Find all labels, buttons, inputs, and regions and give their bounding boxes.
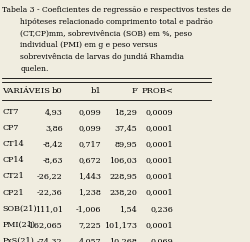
Text: CT7: CT7 — [2, 108, 19, 116]
Text: 0,717: 0,717 — [78, 140, 101, 148]
Text: 0,0001: 0,0001 — [146, 140, 173, 148]
Text: 10,268: 10,268 — [109, 237, 137, 242]
Text: 7,225: 7,225 — [78, 221, 101, 229]
Text: 238,20: 238,20 — [109, 189, 137, 197]
Text: 106,03: 106,03 — [109, 156, 137, 164]
Text: 111,01: 111,01 — [35, 205, 63, 213]
Text: 1,238: 1,238 — [78, 189, 101, 197]
Text: 0,0001: 0,0001 — [146, 156, 173, 164]
Text: 0,672: 0,672 — [78, 156, 101, 164]
Text: 1,54: 1,54 — [120, 205, 137, 213]
Text: 0,099: 0,099 — [78, 108, 101, 116]
Text: hipóteses relacionado comprimento total e padrão: hipóteses relacionado comprimento total … — [20, 18, 213, 26]
Text: individual (PMI) em g e peso versus: individual (PMI) em g e peso versus — [20, 41, 158, 49]
Text: F: F — [131, 87, 137, 95]
Text: PROB<: PROB< — [142, 87, 173, 95]
Text: b0: b0 — [52, 87, 63, 95]
Text: b1: b1 — [90, 87, 101, 95]
Text: CT14: CT14 — [2, 140, 24, 148]
Text: 0,0009: 0,0009 — [146, 108, 173, 116]
Text: 0,236: 0,236 — [150, 205, 173, 213]
Text: VARIÁVEIS: VARIÁVEIS — [2, 87, 50, 95]
Text: 0,0001: 0,0001 — [146, 173, 173, 181]
Text: -162,065: -162,065 — [27, 221, 63, 229]
Text: CP14: CP14 — [2, 156, 24, 164]
Text: Tabela 3 - Coeficientes de regressão e respectivos testes de: Tabela 3 - Coeficientes de regressão e r… — [2, 6, 231, 14]
Text: 37,45: 37,45 — [114, 124, 137, 132]
Text: -8,63: -8,63 — [42, 156, 63, 164]
Text: SOB(21): SOB(21) — [2, 205, 37, 213]
Text: 0,0001: 0,0001 — [146, 124, 173, 132]
Text: CP21: CP21 — [2, 189, 24, 197]
Text: 89,95: 89,95 — [114, 140, 137, 148]
Text: 4,93: 4,93 — [45, 108, 63, 116]
Text: 0,0001: 0,0001 — [146, 221, 173, 229]
Text: 18,29: 18,29 — [114, 108, 137, 116]
Text: sobrevivência de larvas do jundiá Rhamdia: sobrevivência de larvas do jundiá Rhamdi… — [20, 53, 184, 61]
Text: -26,22: -26,22 — [37, 173, 63, 181]
Text: -1,006: -1,006 — [76, 205, 101, 213]
Text: 1,443: 1,443 — [78, 173, 101, 181]
Text: PMI(21): PMI(21) — [2, 221, 35, 229]
Text: -74,32: -74,32 — [37, 237, 63, 242]
Text: 0,099: 0,099 — [78, 124, 101, 132]
Text: 0,069: 0,069 — [150, 237, 173, 242]
Text: 3,86: 3,86 — [45, 124, 63, 132]
Text: CT21: CT21 — [2, 173, 24, 181]
Text: -22,36: -22,36 — [37, 189, 63, 197]
Text: -8,42: -8,42 — [42, 140, 63, 148]
Text: PxS(21): PxS(21) — [2, 237, 34, 242]
Text: 4,057: 4,057 — [78, 237, 101, 242]
Text: quelen.: quelen. — [20, 65, 48, 73]
Text: 0,0001: 0,0001 — [146, 189, 173, 197]
Text: CP7: CP7 — [2, 124, 18, 132]
Text: 228,95: 228,95 — [109, 173, 137, 181]
Text: (CT,CP)mm, sobrevivência (SOB) em %, peso: (CT,CP)mm, sobrevivência (SOB) em %, pes… — [20, 30, 192, 38]
Text: 101,173: 101,173 — [104, 221, 137, 229]
